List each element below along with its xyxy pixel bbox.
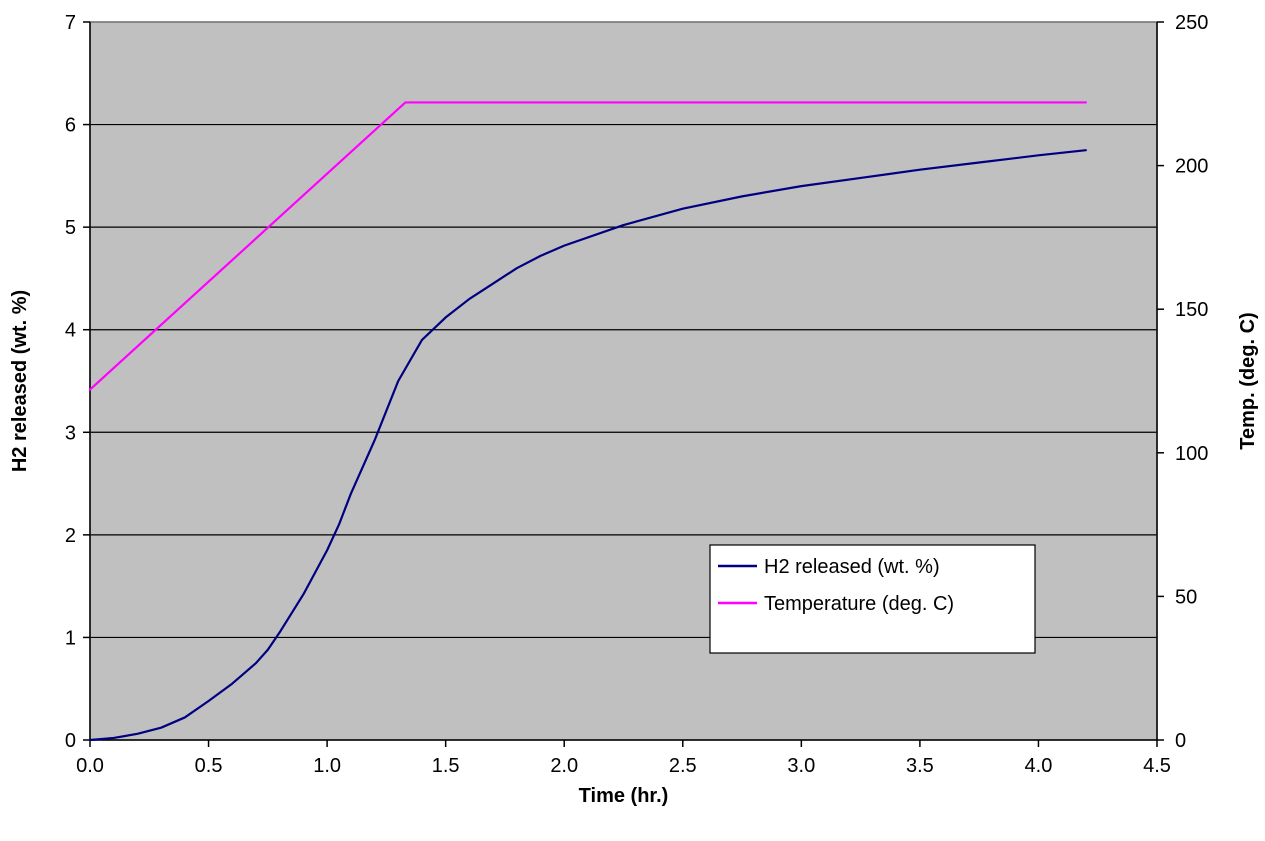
x-tick-label: 4.5	[1143, 755, 1171, 777]
right-y-tick-label: 200	[1175, 156, 1208, 178]
left-y-tick-label: 0	[65, 730, 76, 752]
x-tick-label: 1.5	[432, 755, 460, 777]
series-line-temperature	[88, 101, 1087, 391]
right-y-tick-label: 100	[1175, 443, 1208, 465]
series-lines	[88, 101, 1087, 742]
x-tick-label: 2.5	[669, 755, 697, 777]
left-y-tick-label: 1	[65, 627, 76, 649]
right-y-axis-title: Temp. (deg. C)	[1237, 312, 1259, 449]
x-tick-label: 3.0	[787, 755, 815, 777]
left-y-tick-label: 2	[65, 525, 76, 547]
right-y-tick-label: 0	[1175, 730, 1186, 752]
left-y-tick-label: 4	[65, 320, 76, 342]
legend-label-h2: H2 released (wt. %)	[764, 556, 940, 578]
x-tick-label: 0.5	[195, 755, 223, 777]
x-tick-label: 0.0	[76, 755, 104, 777]
left-y-axis-title: H2 released (wt. %)	[9, 290, 31, 472]
left-y-tick-label: 5	[65, 217, 76, 239]
legend-label-temperature: Temperature (deg. C)	[764, 593, 954, 615]
legend-box	[709, 544, 1036, 654]
x-tick-label: 3.5	[906, 755, 934, 777]
x-tick-label: 2.0	[550, 755, 578, 777]
right-y-tick-label: 150	[1175, 299, 1208, 321]
left-y-tick-label: 3	[65, 422, 76, 444]
axes: 0 1 2 3 4 5 6 7 0 50 100 150 200 250 0.0 0.5 1.0 1.5 2.0 2.…	[65, 12, 1209, 777]
left-y-tick-label: 6	[65, 115, 76, 137]
x-tick-label: 1.0	[313, 755, 341, 777]
x-axis-title: Time (hr.)	[579, 785, 669, 807]
right-y-tick-label: 250	[1175, 12, 1208, 34]
left-y-tick-label: 7	[65, 12, 76, 34]
series-line-h2-released	[88, 149, 1087, 742]
right-y-tick-label: 50	[1175, 586, 1197, 608]
x-tick-label: 4.0	[1025, 755, 1053, 777]
legend: H2 released (wt. %) Temperature (deg. C)	[709, 544, 1036, 654]
